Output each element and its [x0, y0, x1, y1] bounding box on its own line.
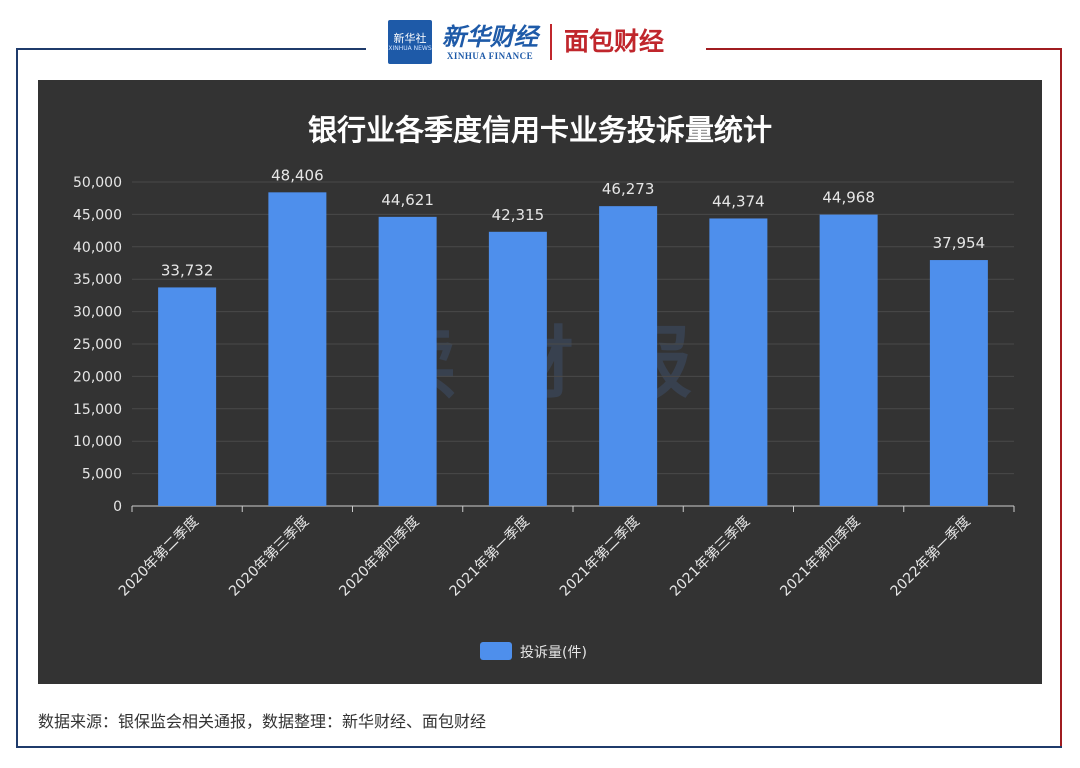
- frame-top-right-line: [706, 48, 1062, 50]
- bar-value-label: 44,374: [712, 192, 765, 210]
- bar: [709, 218, 768, 506]
- header-logos: 新华社 XINHUA NEWS 新华财经 XINHUA FINANCE 面包财经: [388, 14, 700, 70]
- bar-value-label: 44,968: [822, 189, 875, 207]
- y-tick-label: 5,000: [82, 467, 122, 483]
- y-tick-label: 50,000: [73, 175, 122, 191]
- x-category-label: 2021年第一季度: [446, 513, 533, 600]
- frame-top-left-line: [16, 48, 366, 50]
- data-source-note: 数据来源：银保监会相关通报，数据整理：新华财经、面包财经: [38, 712, 487, 731]
- y-tick-label: 40,000: [73, 240, 122, 256]
- xinhua-badge-logo: 新华社 XINHUA NEWS: [388, 20, 432, 64]
- bar: [599, 206, 658, 506]
- x-category-label: 2020年第四季度: [336, 513, 423, 600]
- y-tick-label: 45,000: [73, 207, 122, 223]
- xinhua-finance-en: XINHUA FINANCE: [446, 51, 534, 61]
- x-category-label: 2020年第三季度: [225, 513, 312, 600]
- chart-title: 银行业各季度信用卡业务投诉量统计: [308, 113, 772, 147]
- logo-separator: [550, 24, 552, 60]
- bar: [158, 287, 217, 506]
- bar-value-label: 48,406: [271, 166, 324, 184]
- legend-label: 投诉量(件): [520, 645, 587, 661]
- x-category-label: 2022年第一季度: [887, 513, 974, 600]
- badge-text: 新华社: [393, 31, 427, 45]
- y-tick-label: 15,000: [73, 402, 122, 418]
- bar: [488, 231, 547, 506]
- frame-left-line: [16, 48, 18, 748]
- chart-panel: 读财报 银行业各季度信用卡业务投诉量统计 0 5,000 10,000 15,000 20,…: [38, 80, 1042, 684]
- bar-value-label: 33,732: [161, 261, 214, 279]
- frame-bottom-line: [16, 746, 1062, 748]
- bar-chart: 读财报银行业各季度信用卡业务投诉量统计05,00010,00015,00020,…: [73, 113, 1015, 661]
- xinhua-finance-cn: 新华财经: [442, 22, 538, 51]
- x-category-label: 2021年第四季度: [777, 513, 864, 600]
- y-tick-label: 20,000: [73, 369, 122, 385]
- x-category-label: 2020年第二季度: [115, 513, 202, 600]
- y-tick-label: 25,000: [73, 337, 122, 353]
- y-tick-label: 35,000: [73, 272, 122, 288]
- y-tick-label: 0: [113, 499, 122, 515]
- y-tick-label: 10,000: [73, 434, 122, 450]
- bar: [378, 216, 437, 506]
- bar: [819, 214, 878, 506]
- bar-value-label: 42,315: [492, 206, 545, 224]
- mianbao-finance-logo: 面包财经: [564, 27, 665, 56]
- badge-sub-text: XINHUA NEWS: [388, 44, 432, 52]
- x-category-label: 2021年第三季度: [666, 513, 753, 600]
- bar-value-label: 46,273: [602, 180, 655, 198]
- x-category-label: 2021年第二季度: [556, 513, 643, 600]
- legend-swatch: [480, 642, 512, 660]
- frame-right-line: [1060, 48, 1062, 748]
- bar-value-label: 44,621: [381, 191, 434, 209]
- bar: [929, 260, 988, 506]
- bar-value-label: 37,954: [933, 234, 986, 252]
- xinhua-finance-logo: 新华财经 XINHUA FINANCE: [442, 22, 538, 62]
- y-tick-label: 30,000: [73, 305, 122, 321]
- bar: [268, 192, 327, 507]
